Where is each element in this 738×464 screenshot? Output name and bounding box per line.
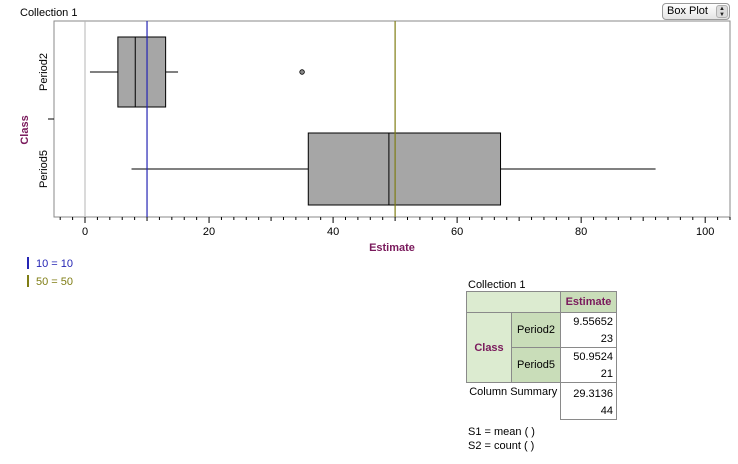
summary-table-title: Collection 1	[468, 279, 526, 291]
formula-s2[interactable]: S2 = count ( )	[468, 440, 535, 452]
reference-line-label-50[interactable]: 50 = 50	[36, 276, 74, 288]
summary-formulas: S1 = mean ( ) S2 = count ( )	[468, 425, 535, 453]
period5-count: 21	[560, 365, 617, 383]
column-summary-mean: 29.3136	[560, 382, 617, 402]
x-tick-label: 0	[82, 226, 88, 238]
y-category-label-period5: Period5	[38, 150, 50, 188]
column-summary-count: 44	[560, 402, 617, 420]
x-tick-label: 20	[203, 226, 215, 238]
reference-line-label-10[interactable]: 10 = 10	[36, 258, 74, 270]
period2-count: 23	[560, 330, 617, 348]
collection-title: Collection 1	[20, 7, 78, 19]
reference-line-legend-50: 50 = 50	[27, 275, 73, 288]
x-tick-label: 60	[451, 226, 463, 238]
blue-line-swatch-icon	[27, 257, 29, 269]
outlier-point	[299, 69, 305, 75]
column-header-estimate[interactable]: Estimate	[560, 291, 617, 313]
row-attribute-class[interactable]: Class	[466, 312, 512, 383]
box-period2	[117, 36, 167, 108]
plot-type-select[interactable]: Box Plot ▲ ▼	[662, 3, 730, 20]
summary-corner-cell	[466, 291, 561, 313]
y-axis-title[interactable]: Class	[19, 115, 31, 144]
period5-mean: 50.9524	[560, 347, 617, 365]
row-label-period5[interactable]: Period5	[511, 347, 561, 383]
box-plot-chart: 0 20 40 60 80 100 Period2 Period5 Estimate Cla…	[19, 20, 731, 254]
reference-line-legend-10: 10 = 10	[27, 257, 73, 270]
x-axis-title: Estimate	[369, 242, 415, 254]
x-tick-label: 80	[575, 226, 587, 238]
summary-table: Estimate Class Period2 9.55652 23 Period…	[466, 291, 617, 420]
olive-line-swatch-icon	[27, 275, 29, 287]
formula-s1[interactable]: S1 = mean ( )	[468, 426, 535, 438]
column-summary-label: Column Summary	[469, 386, 558, 398]
row-label-period2[interactable]: Period2	[511, 312, 561, 348]
period2-mean: 9.55652	[560, 312, 617, 330]
plot-type-value: Box Plot	[667, 5, 708, 17]
y-category-label-period2: Period2	[38, 53, 50, 91]
select-stepper-icon[interactable]: ▲ ▼	[716, 5, 728, 18]
box-period5	[307, 132, 502, 206]
x-tick-label: 40	[327, 226, 339, 238]
x-tick-label: 100	[696, 226, 714, 238]
